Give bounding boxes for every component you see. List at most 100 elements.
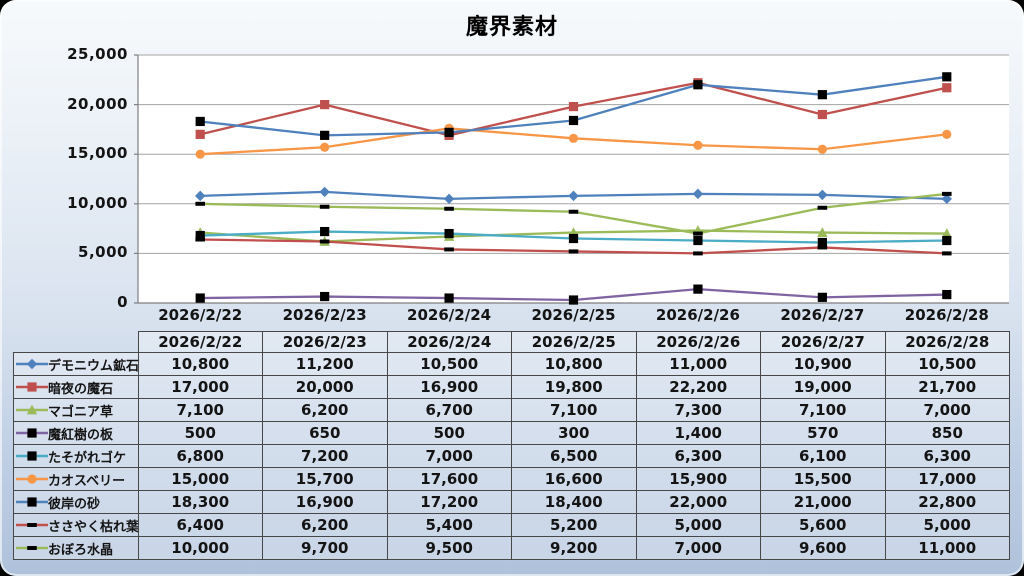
table-value-cell: 18,400 (511, 490, 637, 514)
series-name-label: マゴニア草 (48, 404, 114, 420)
table-value-cell: 15,500 (760, 467, 886, 491)
series-name-cell: おぼろ水晶 (13, 536, 139, 560)
table-value-cell: 5,400 (386, 513, 512, 537)
table-header-cell: 2026/2/25 (511, 331, 637, 353)
x-axis-tick-label: 2026/2/23 (282, 306, 367, 324)
table-value-cell: 17,600 (386, 467, 512, 491)
table-value-cell: 9,200 (511, 536, 637, 560)
table-value-cell: 6,300 (884, 444, 1010, 468)
table-row: たそがれゴケ 6,800 7,200 7,000 6,500 6,300 6,100 6,30… (13, 444, 1010, 468)
legend-key-icon (16, 546, 48, 550)
legend-key-icon (16, 523, 48, 527)
table-row: マゴニア草 7,100 6,200 6,700 7,100 7,300 7,100 7,000 (13, 398, 1010, 422)
series-name-cell: デモニウム鉱石 (13, 352, 139, 376)
legend-key-icon (16, 451, 48, 461)
series-name-cell: 彼岸の砂 (13, 490, 139, 514)
table-value-cell: 850 (884, 421, 1010, 445)
x-axis-tick-label: 2026/2/27 (780, 306, 865, 324)
series-name-cell: マゴニア草 (13, 398, 139, 422)
table-value-cell: 570 (760, 421, 886, 445)
table-row: デモニウム鉱石 10,800 11,200 10,500 10,800 11,000 10,… (13, 352, 1010, 376)
series-name-cell: ささやく枯れ葉 (13, 513, 139, 537)
y-axis-tick-label: 20,000 (67, 94, 128, 113)
table-header-row: 2026/2/22 2026/2/23 2026/2/24 2026/2/25 2026… (14, 331, 1010, 353)
table-value-cell: 17,000 (884, 467, 1010, 491)
series-name-label: 彼岸の砂 (48, 496, 101, 512)
y-axis-tick-label: 15,000 (67, 144, 128, 163)
table-value-cell: 17,200 (386, 490, 512, 514)
table-value-cell: 5,600 (760, 513, 886, 537)
table-value-cell: 20,000 (262, 375, 388, 399)
legend-key-icon (16, 428, 48, 438)
series-name-cell: たそがれゴケ (13, 444, 139, 468)
table-value-cell: 7,300 (635, 398, 761, 422)
table-value-cell: 11,200 (262, 352, 388, 376)
table-value-cell: 17,000 (137, 375, 263, 399)
table-corner-blank (14, 332, 139, 353)
table-value-cell: 22,200 (635, 375, 761, 399)
table-value-cell: 500 (386, 421, 512, 445)
table-value-cell: 9,700 (262, 536, 388, 560)
table-header-cell: 2026/2/23 (262, 331, 388, 353)
table-value-cell: 7,100 (137, 398, 263, 422)
table-value-cell: 19,000 (760, 375, 886, 399)
legend-key-icon (16, 382, 48, 392)
y-axis-tick-label: 10,000 (67, 193, 128, 212)
table-value-cell: 6,200 (262, 513, 388, 537)
table-value-cell: 9,500 (386, 536, 512, 560)
data-table: 2026/2/22 2026/2/23 2026/2/24 2026/2/25 2026… (13, 331, 1010, 560)
table-value-cell: 15,900 (635, 467, 761, 491)
table-row: ささやく枯れ葉 6,400 6,200 5,400 5,200 5,000 5,600 5,0… (13, 513, 1010, 537)
series-name-label: 魔紅樹の板 (48, 427, 114, 443)
series-name-label: たそがれゴケ (48, 450, 127, 466)
series-name-label: 暗夜の魔石 (48, 381, 114, 397)
table-value-cell: 22,000 (635, 490, 761, 514)
table-value-cell: 6,800 (137, 444, 263, 468)
table-value-cell: 5,000 (635, 513, 761, 537)
table-row: 暗夜の魔石 17,000 20,000 16,900 19,800 22,200 19,00… (13, 375, 1010, 399)
table-value-cell: 300 (511, 421, 637, 445)
chart-title: 魔界素材 (465, 15, 558, 40)
x-axis-tick-label: 2026/2/28 (904, 306, 989, 324)
series-name-cell: 魔紅樹の板 (13, 421, 139, 445)
table-value-cell: 500 (137, 421, 263, 445)
table-header-cell: 2026/2/22 (137, 331, 263, 353)
series-name-label: デモニウム鉱石 (48, 358, 138, 374)
table-value-cell: 15,000 (137, 467, 263, 491)
series-name-cell: 暗夜の魔石 (13, 375, 139, 399)
table-value-cell: 15,700 (262, 467, 388, 491)
series-name-cell: カオスベリー (13, 467, 139, 491)
legend-key-icon (16, 404, 48, 415)
table-value-cell: 22,800 (884, 490, 1010, 514)
x-axis-tick-label: 2026/2/26 (655, 306, 740, 324)
table-value-cell: 7,100 (760, 398, 886, 422)
y-axis-tick-label: 25,000 (67, 45, 128, 63)
table-value-cell: 10,000 (137, 536, 263, 560)
table-value-cell: 9,600 (760, 536, 886, 560)
table-value-cell: 6,100 (760, 444, 886, 468)
table-value-cell: 10,500 (884, 352, 1010, 376)
x-axis-tick-label: 2026/2/22 (158, 306, 243, 324)
table-value-cell: 10,900 (760, 352, 886, 376)
table-value-cell: 5,000 (884, 513, 1010, 537)
table-value-cell: 7,000 (635, 536, 761, 560)
table-value-cell: 10,800 (511, 352, 637, 376)
table-value-cell: 6,200 (262, 398, 388, 422)
table-header-cell: 2026/2/27 (760, 331, 886, 353)
table-value-cell: 18,300 (137, 490, 263, 514)
table-value-cell: 11,000 (635, 352, 761, 376)
table-value-cell: 7,200 (262, 444, 388, 468)
table-row: カオスベリー 15,000 15,700 17,600 16,600 15,900 15,5… (13, 467, 1010, 491)
table-value-cell: 1,400 (635, 421, 761, 445)
table-value-cell: 7,000 (386, 444, 512, 468)
table-row: 彼岸の砂 18,300 16,900 17,200 18,400 22,000 21,000… (13, 490, 1010, 514)
line-chart-plot (134, 54, 1009, 305)
table-value-cell: 6,300 (635, 444, 761, 468)
legend-key-icon (16, 358, 48, 370)
table-row: おぼろ水晶 10,000 9,700 9,500 9,200 7,000 9,600 11,0… (13, 536, 1010, 560)
table-header-cell: 2026/2/24 (386, 331, 512, 353)
series-name-label: おぼろ水晶 (48, 542, 114, 558)
table-header-cell: 2026/2/28 (884, 331, 1010, 353)
table-value-cell: 11,000 (884, 536, 1010, 560)
